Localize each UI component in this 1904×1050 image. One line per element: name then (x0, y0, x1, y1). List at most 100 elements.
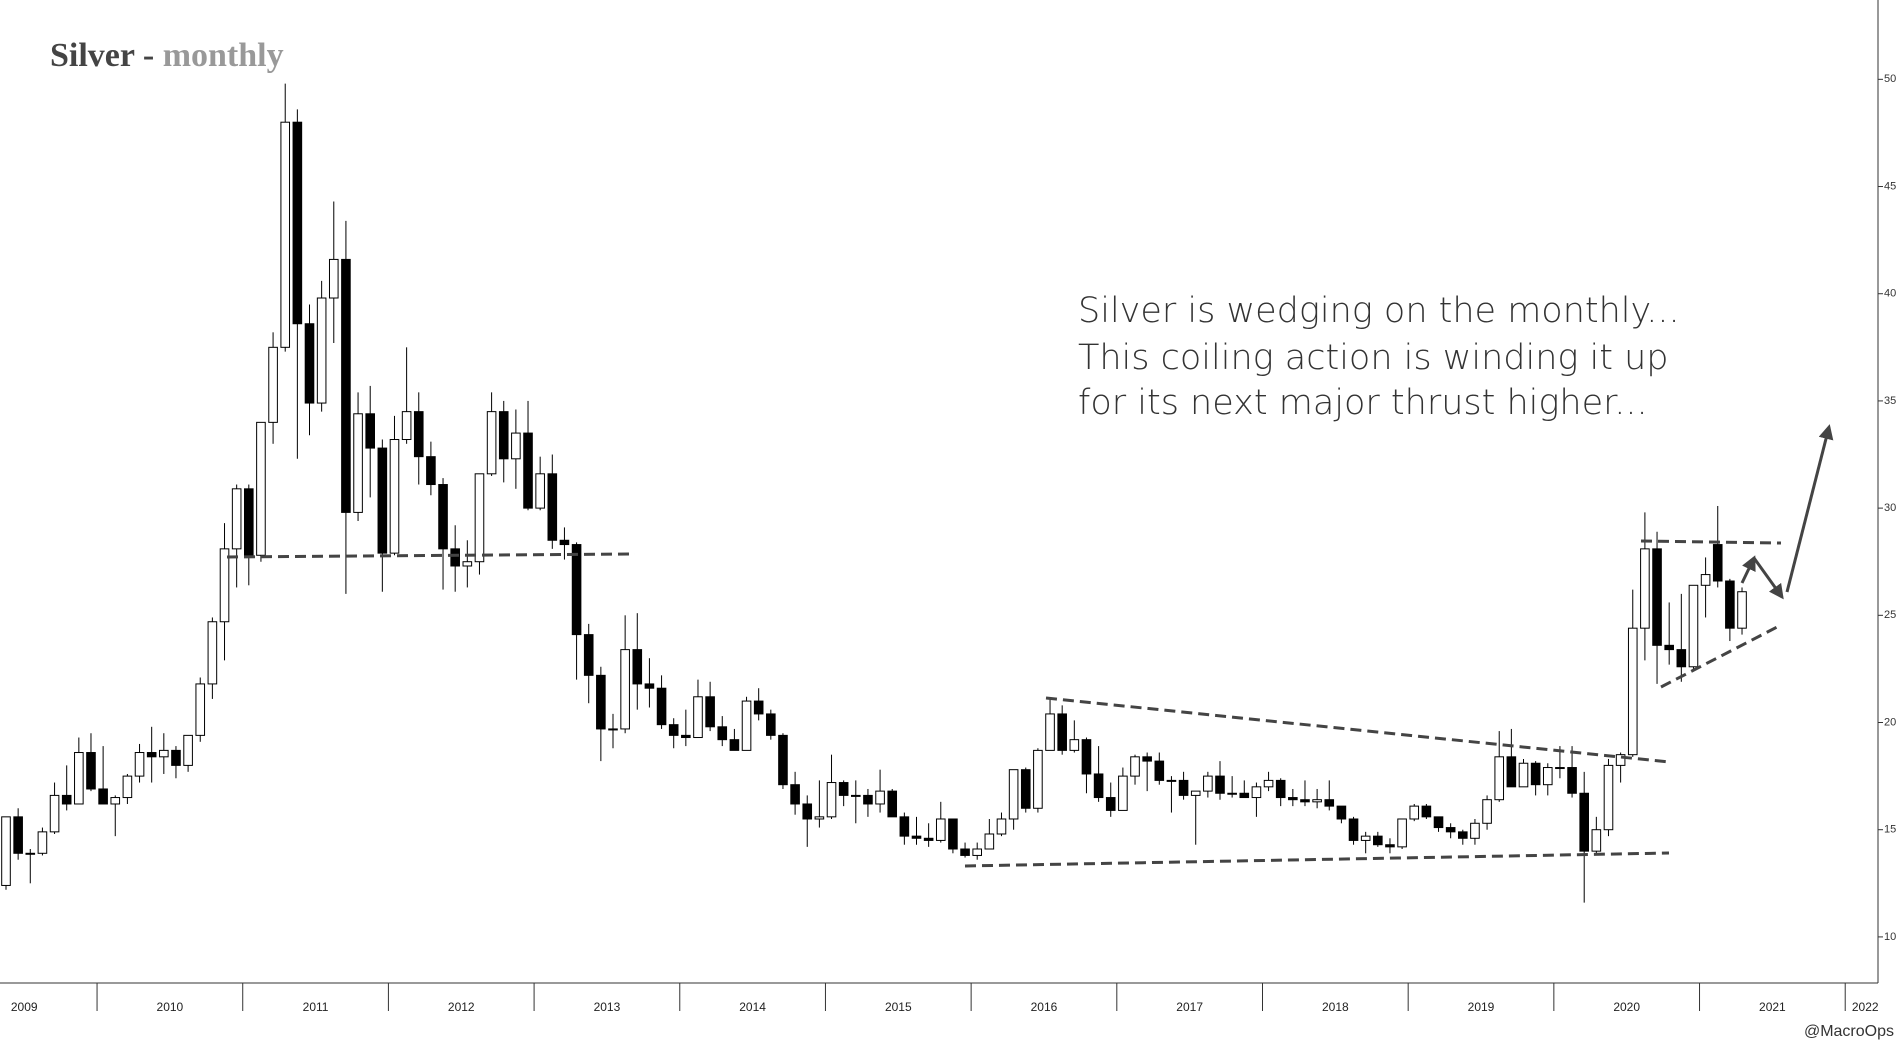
candle-body (923, 837, 934, 841)
annotation: This coiling action is winding it up (1078, 338, 1669, 378)
candle-body (608, 728, 618, 731)
candle-body (231, 488, 242, 550)
candle-body (1470, 822, 1480, 839)
candle-body (1203, 775, 1213, 792)
candle-body (1154, 760, 1165, 781)
candle-body (304, 323, 315, 404)
x-tick-label: 2013 (594, 1000, 621, 1014)
candle-body (292, 121, 303, 325)
candle-body (1178, 779, 1189, 796)
candle-body (984, 833, 995, 850)
candle-body (960, 848, 970, 856)
candle-body (1033, 749, 1043, 809)
candle-body (450, 548, 460, 567)
candle-body (596, 674, 606, 730)
candle-body (61, 794, 72, 805)
credit: @MacroOps (1804, 1023, 1894, 1040)
x-tick-label: 2012 (448, 1000, 475, 1014)
candle-body (1506, 756, 1517, 788)
candle-body (377, 447, 388, 554)
candle-body (899, 816, 910, 837)
candle-body (268, 346, 278, 423)
candle-body (1324, 799, 1335, 807)
candle-body (280, 121, 291, 348)
candle-body (486, 411, 497, 475)
x-tick-label: 2017 (1176, 1000, 1203, 1014)
candle-body (1020, 769, 1031, 809)
candle-body (717, 726, 728, 741)
candle-body (887, 790, 898, 818)
title-main: Silver - (50, 37, 154, 74)
candle-body (219, 548, 230, 623)
candle-body (1640, 548, 1650, 629)
candle-body (341, 258, 351, 513)
x-tick-label: 2018 (1322, 1000, 1349, 1014)
candle-body (159, 749, 169, 758)
candle-body (753, 700, 764, 715)
y-tick-label: 40 (1884, 288, 1896, 300)
candle-body (814, 816, 825, 820)
candle-body (207, 621, 218, 685)
candle-body (1190, 790, 1201, 796)
candle-body (1421, 805, 1432, 818)
candle-body (86, 752, 96, 790)
candle-body (1676, 649, 1687, 668)
y-tick-label: 50 (1884, 73, 1896, 85)
candle-body (729, 739, 740, 751)
candle-body (1251, 786, 1262, 799)
candle-body (1227, 792, 1237, 795)
candle-body (1700, 574, 1711, 586)
candle-body (1105, 797, 1116, 811)
candle-body (632, 649, 643, 685)
candle-body (256, 421, 266, 556)
candle-body (1239, 792, 1250, 799)
candle-body (802, 803, 813, 820)
candle-body (1118, 775, 1128, 811)
annotation: Silver is wedging on the monthly... (1078, 291, 1680, 331)
arrow (1740, 555, 1756, 584)
candle-body (1555, 767, 1565, 770)
candle-body (25, 852, 36, 855)
x-tick-label: 2011 (303, 1000, 329, 1014)
candle-body (1142, 756, 1152, 762)
candle-body (1397, 818, 1407, 848)
x-tick-label: 2019 (1468, 1000, 1495, 1014)
candle-body (1130, 756, 1140, 777)
candle-body (1567, 767, 1577, 794)
candle-body (911, 835, 922, 839)
candle-body (98, 788, 108, 805)
candle-body (681, 734, 691, 739)
chart-title: Silver - monthly (50, 37, 284, 74)
candle-body (1737, 591, 1747, 629)
candle-body (972, 848, 983, 856)
arrow (1785, 424, 1834, 593)
y-tick-label: 35 (1884, 395, 1896, 407)
candle-body (365, 413, 375, 449)
y-tick-label: 25 (1884, 609, 1896, 621)
candle-body (1482, 799, 1492, 824)
candle-body (438, 484, 448, 550)
candle-body (1591, 829, 1602, 852)
candle-body (244, 488, 254, 556)
candle-body (935, 818, 946, 841)
y-tick-label: 10 (1884, 931, 1896, 943)
candle-body (875, 790, 885, 805)
candle-body (1, 816, 11, 886)
candle-body (1081, 739, 1092, 775)
wedge-lower (964, 851, 1670, 868)
candle-body (353, 413, 363, 513)
candle-body (838, 782, 849, 796)
y-tick-label: 30 (1884, 502, 1896, 514)
candle-body (1385, 844, 1395, 848)
candle-body (1336, 805, 1347, 820)
candle-body (1725, 580, 1735, 629)
candle-body (1664, 644, 1674, 651)
candle-body (498, 411, 509, 460)
candle-body (13, 816, 23, 854)
candle-body (1045, 713, 1055, 751)
candle-body (1215, 775, 1225, 794)
candle-body (535, 473, 545, 509)
support-line (226, 552, 636, 559)
candle-body (413, 411, 424, 458)
